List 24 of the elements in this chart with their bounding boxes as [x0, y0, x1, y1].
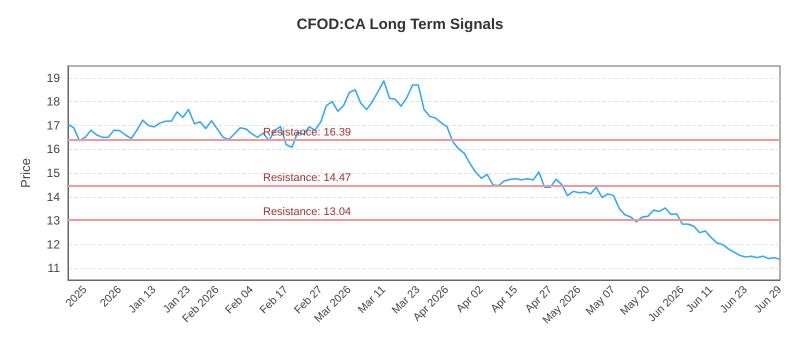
- chart-title: CFOD:CA Long Term Signals: [296, 16, 504, 33]
- x-tick-label: Mar 11: [356, 284, 388, 316]
- y-tick-label: 12: [46, 237, 60, 252]
- x-tick-label: Feb 17: [258, 284, 290, 316]
- y-tick-label: 13: [46, 214, 60, 228]
- x-tick-label: Feb 04: [223, 284, 256, 316]
- ref-line-label: Resistance: 13.04: [263, 206, 352, 218]
- x-tick-label: Apr 15: [488, 284, 520, 316]
- y-tick-label: 14: [46, 190, 60, 204]
- x-tick-label: Jun 11: [684, 284, 716, 315]
- x-tick-label: Jun 29: [752, 284, 784, 316]
- y-tick-label: 11: [48, 261, 60, 276]
- y-tick-label: 18: [46, 94, 60, 109]
- x-tick-label: Jan 13: [126, 284, 158, 316]
- y-tick-label: 15: [46, 166, 60, 180]
- x-tick-label: Jun 23: [718, 284, 750, 316]
- line-series: [67, 80, 781, 260]
- ref-line-label: Resistance: 14.47: [263, 172, 352, 184]
- x-tick-label: Apr 02: [454, 284, 486, 316]
- y-tick-label: 17: [46, 118, 60, 132]
- y-tick-label: 16: [46, 142, 60, 156]
- y-tick-label: 19: [46, 70, 60, 85]
- x-tick-label: May 07: [584, 284, 618, 318]
- y-axis-title: Price: [18, 158, 33, 188]
